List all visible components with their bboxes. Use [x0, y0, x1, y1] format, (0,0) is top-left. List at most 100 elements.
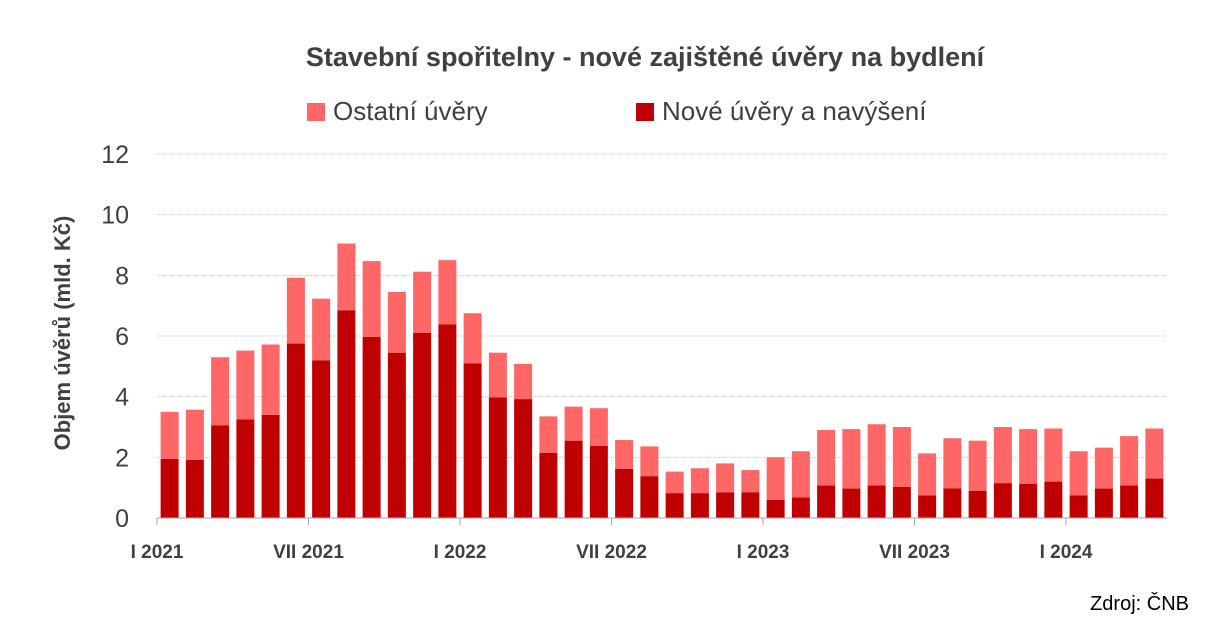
bar-new-loans [741, 492, 760, 518]
bar-other-loans [817, 430, 836, 486]
bar-other-loans [589, 408, 608, 446]
grid-lines [157, 153, 1167, 458]
bar-other-loans [993, 427, 1012, 484]
bar-new-loans [993, 483, 1012, 518]
chart-title: Stavební spořitelny - nové zajištěné úvě… [305, 42, 985, 72]
legend-item-new-loans: Nové úvěry a navýšení [636, 96, 926, 127]
bar-new-loans [312, 360, 331, 518]
bar-new-loans [387, 352, 406, 518]
bar-other-loans [362, 261, 381, 337]
bar-new-loans [716, 492, 735, 518]
bar-other-loans [665, 471, 684, 494]
bar-other-loans [741, 470, 760, 493]
bar-other-loans [286, 277, 305, 344]
bar-new-loans [817, 485, 836, 518]
axes: 0 2 4 6 8 10 12 I 2021 VII 2021 I 2022 VII 2022 I 2… [101, 141, 1167, 563]
bars [160, 243, 1164, 518]
bar-other-loans [892, 427, 911, 487]
bar-other-loans [438, 260, 457, 325]
legend-swatch-new-loans [636, 102, 654, 121]
legend-label-other-loans: Ostatní úvěry [333, 96, 488, 126]
y-tick-label: 12 [101, 141, 129, 169]
bar-new-loans [640, 476, 659, 518]
bar-new-loans [261, 414, 280, 518]
bar-new-loans [1069, 495, 1088, 518]
bar-new-loans [842, 488, 861, 518]
bar-new-loans [766, 499, 785, 518]
y-tick-label: 6 [115, 323, 129, 351]
bar-new-loans [1120, 485, 1139, 518]
x-tick-label: I 2023 [737, 542, 790, 563]
bar-other-loans [640, 446, 659, 477]
bar-new-loans [690, 493, 709, 518]
bar-new-loans [589, 445, 608, 518]
bar-new-loans [918, 495, 937, 518]
bar-new-loans [236, 419, 255, 518]
bar-new-loans [463, 363, 482, 518]
y-tick-label: 10 [101, 202, 129, 230]
x-tick-label: I 2022 [434, 542, 487, 563]
bar-new-loans [968, 490, 987, 518]
legend-label-new-loans: Nové úvěry a navýšení [662, 96, 927, 126]
bar-other-loans [867, 424, 886, 486]
legend-swatch-other-loans [307, 102, 325, 121]
bar-new-loans [362, 336, 381, 518]
bar-other-loans [160, 411, 179, 459]
bar-other-loans [387, 292, 406, 353]
bar-other-loans [211, 357, 230, 426]
y-axis-label: Objem úvěrů (mld. Kč) [50, 215, 75, 451]
x-tick-label: VII 2022 [576, 542, 647, 563]
y-tick-label: 0 [115, 505, 129, 533]
bar-other-loans [615, 440, 634, 469]
bar-other-loans [463, 313, 482, 364]
bar-new-loans [211, 425, 230, 518]
bar-other-loans [236, 350, 255, 420]
y-tick-label: 8 [115, 262, 129, 290]
bar-other-loans [539, 416, 558, 453]
bar-new-loans [892, 486, 911, 518]
bar-other-loans [1019, 429, 1038, 484]
source-note: Zdroj: ČNB [1090, 593, 1189, 615]
legend: Ostatní úvěry Nové úvěry a navýšení [0, 96, 1229, 128]
bar-new-loans [867, 485, 886, 518]
bar-new-loans [665, 493, 684, 518]
bar-other-loans [766, 457, 785, 500]
bar-new-loans [286, 343, 305, 518]
bar-new-loans [160, 458, 179, 518]
bar-other-loans [261, 344, 280, 415]
bar-other-loans [791, 451, 810, 498]
bar-new-loans [185, 459, 204, 518]
bar-other-loans [1094, 447, 1113, 489]
bar-new-loans [943, 488, 962, 518]
bar-other-loans [1044, 428, 1063, 482]
bar-new-loans [564, 440, 583, 518]
bar-new-loans [539, 452, 558, 518]
bar-other-loans [716, 463, 735, 493]
bar-other-loans [564, 406, 583, 441]
bar-other-loans [185, 409, 204, 460]
bar-other-loans [337, 243, 356, 311]
bar-new-loans [438, 324, 457, 518]
bar-other-loans [842, 429, 861, 489]
bar-other-loans [514, 363, 533, 400]
bar-other-loans [918, 453, 937, 496]
bar-new-loans [1145, 478, 1164, 518]
bar-other-loans [413, 271, 432, 333]
bar-new-loans [615, 468, 634, 518]
bar-new-loans [514, 399, 533, 518]
x-tick-label: VII 2023 [879, 542, 950, 563]
x-tick-label: I 2024 [1040, 542, 1093, 563]
x-tick-label: VII 2021 [273, 542, 344, 563]
legend-item-other-loans: Ostatní úvěry [307, 96, 488, 127]
bar-new-loans [1044, 481, 1063, 518]
y-tick-label: 2 [115, 444, 129, 472]
bar-new-loans [1019, 483, 1038, 518]
y-tick-label: 4 [115, 384, 129, 412]
bar-other-loans [943, 438, 962, 489]
bar-other-loans [488, 352, 507, 398]
bar-other-loans [968, 440, 987, 491]
bar-new-loans [488, 397, 507, 518]
bar-other-loans [1069, 451, 1088, 496]
bar-new-loans [1094, 488, 1113, 518]
